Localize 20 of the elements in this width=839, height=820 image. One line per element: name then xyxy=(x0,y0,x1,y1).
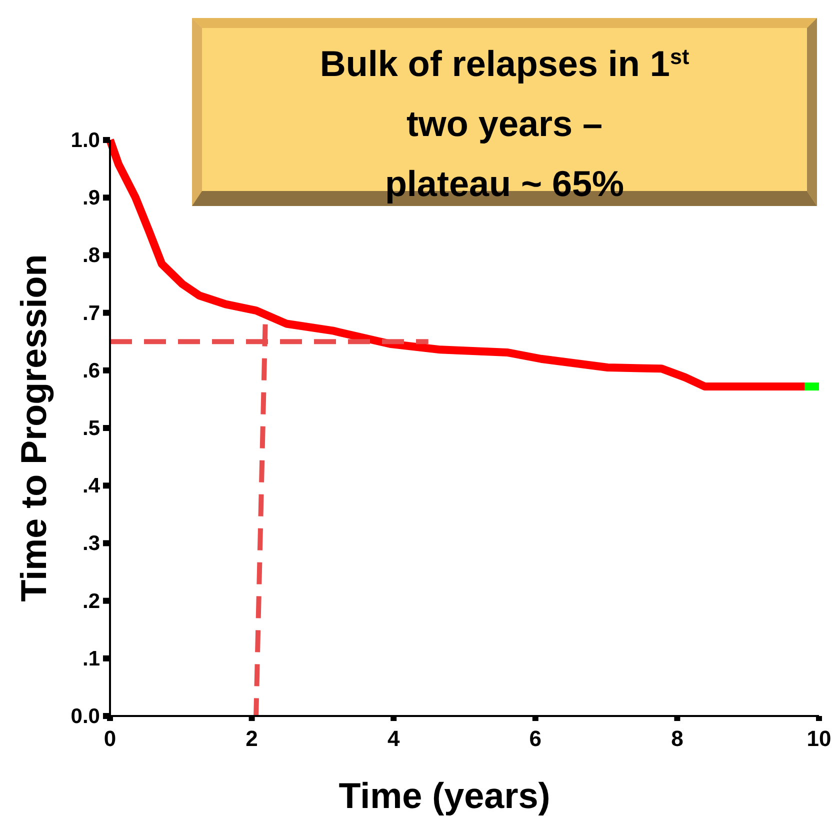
x-tick-label: 6 xyxy=(529,726,542,751)
x-tick-label: 4 xyxy=(387,726,400,751)
y-tick-label: .9 xyxy=(82,186,100,210)
y-tick-label: .1 xyxy=(82,647,100,670)
y-tick-label: .8 xyxy=(82,244,100,268)
y-tick-label: .3 xyxy=(82,532,100,556)
y-tick-label: 0.0 xyxy=(70,705,100,728)
y-tick-label: .7 xyxy=(82,302,100,325)
x-axis-title: Time (years) xyxy=(338,775,550,816)
y-tick-label: .2 xyxy=(82,590,100,613)
y-tick-label: .5 xyxy=(82,417,100,440)
x-tick-label: 0 xyxy=(104,726,116,751)
x-tick-label: 2 xyxy=(246,726,258,751)
x-tick-label: 8 xyxy=(671,726,684,751)
text: Bulk of relapses in 1$^{st}$ two years – plateau ~ 65% xyxy=(320,43,690,204)
x-tick-label: 10 xyxy=(806,726,832,751)
y-tick-label: 1.0 xyxy=(70,129,100,152)
y-tick-label: .4 xyxy=(82,474,100,498)
y-axis-title: Time to Progression xyxy=(13,254,54,602)
y-tick-label: .6 xyxy=(82,359,100,382)
